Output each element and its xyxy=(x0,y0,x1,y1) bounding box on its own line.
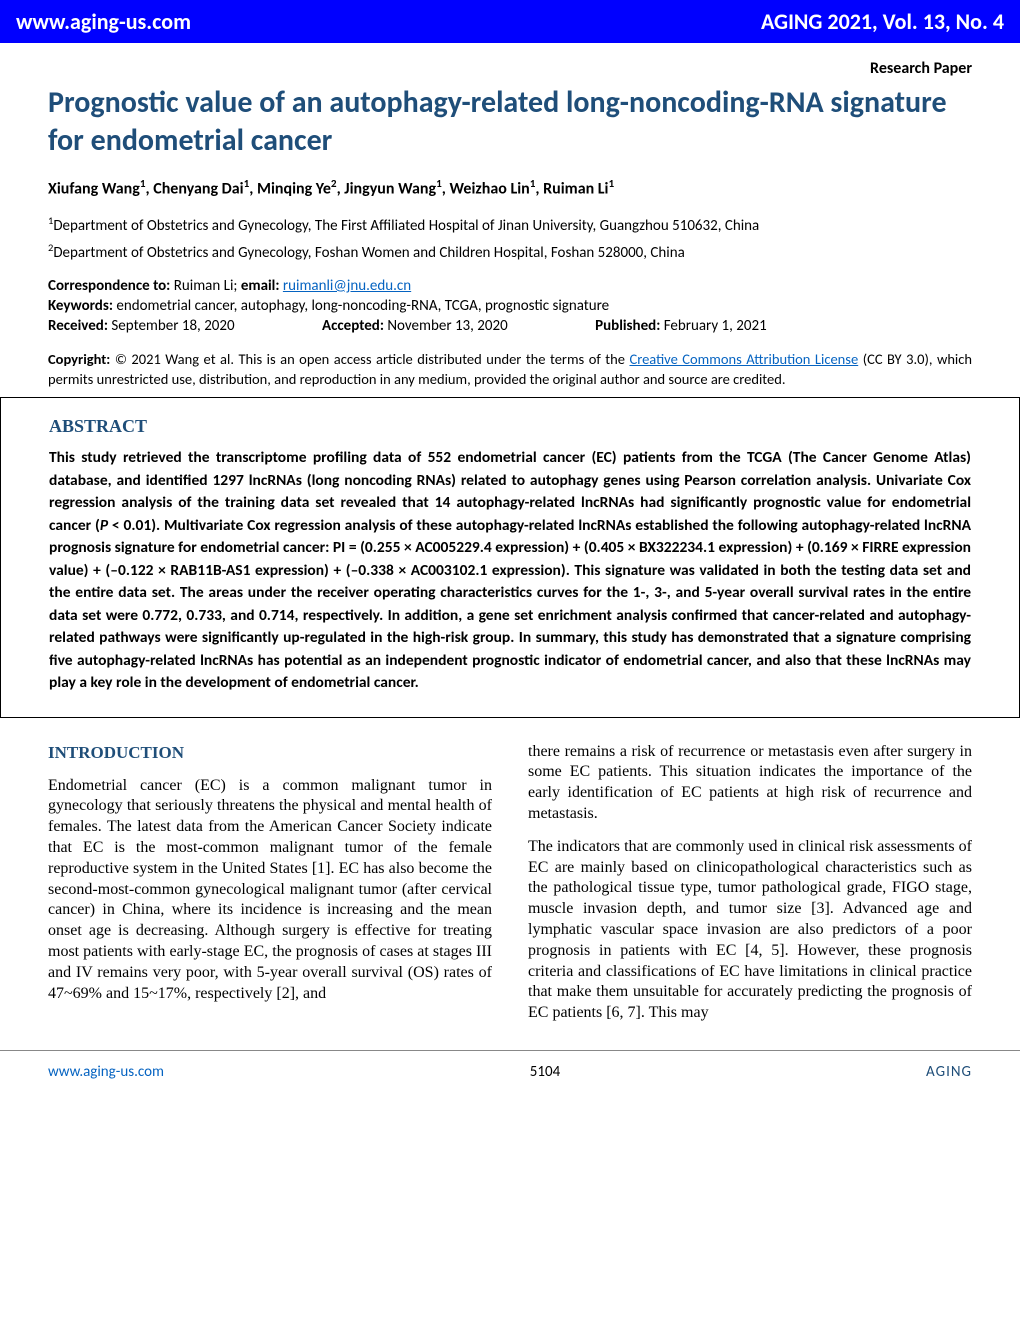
accepted-date: November 13, 2020 xyxy=(387,317,507,335)
abstract-box: ABSTRACT This study retrieved the transc… xyxy=(0,397,1020,717)
header-right: AGING 2021, Vol. 13, No. 4 xyxy=(761,8,1004,35)
keywords-line: Keywords: endometrial cancer, autophagy,… xyxy=(48,297,972,315)
paper-type-label: Research Paper xyxy=(48,59,972,78)
affiliation-2: 2Department of Obstetrics and Gynecology… xyxy=(48,241,972,263)
published-date: February 1, 2021 xyxy=(664,317,767,335)
published-label: Published: xyxy=(595,317,660,335)
received-date: September 18, 2020 xyxy=(111,317,234,335)
dates-line: Received: September 18, 2020 Accepted: N… xyxy=(48,317,972,335)
header-left: www.aging-us.com xyxy=(16,8,191,35)
keywords-label: Keywords: xyxy=(48,297,113,315)
introduction-header: INTRODUCTION xyxy=(48,742,492,764)
abstract-header: ABSTRACT xyxy=(49,416,971,437)
footer-journal: AGING xyxy=(926,1063,972,1081)
correspondence-label: Correspondence to: xyxy=(48,277,170,295)
email-label: email: xyxy=(241,277,280,295)
affiliation-1: 1Department of Obstetrics and Gynecology… xyxy=(48,214,972,236)
intro-para-right-1: there remains a risk of recurrence or me… xyxy=(528,742,972,825)
cc-license-link[interactable]: Creative Commons Attribution License xyxy=(629,350,858,368)
affiliations-block: 1Department of Obstetrics and Gynecology… xyxy=(48,214,972,263)
authors-line: Xiufang Wang1, Chenyang Dai1, Minqing Ye… xyxy=(48,177,972,198)
footer-page-number: 5104 xyxy=(530,1063,560,1081)
footer-url[interactable]: www.aging-us.com xyxy=(48,1063,164,1081)
intro-para-right-2: The indicators that are commonly used in… xyxy=(528,837,972,1024)
correspondence-name: Ruiman Li; xyxy=(174,277,238,295)
right-column: there remains a risk of recurrence or me… xyxy=(528,742,972,1036)
accepted-label: Accepted: xyxy=(322,317,384,335)
abstract-text: This study retrieved the transcriptome p… xyxy=(49,447,971,694)
received-label: Received: xyxy=(48,317,108,335)
intro-para-left: Endometrial cancer (EC) is a common mali… xyxy=(48,776,492,1005)
correspondence-line: Correspondence to: Ruiman Li; email: rui… xyxy=(48,277,972,295)
left-column: INTRODUCTION Endometrial cancer (EC) is … xyxy=(48,742,492,1036)
journal-header-bar: www.aging-us.com AGING 2021, Vol. 13, No… xyxy=(0,0,1020,43)
copyright-label: Copyright: xyxy=(48,350,110,368)
body-two-column: INTRODUCTION Endometrial cancer (EC) is … xyxy=(0,742,1020,1036)
content-area: Research Paper Prognostic value of an au… xyxy=(0,43,1020,397)
correspondence-email[interactable]: ruimanli@jnu.edu.cn xyxy=(283,277,411,295)
keywords-text: endometrial cancer, autophagy, long-nonc… xyxy=(116,297,609,315)
article-title: Prognostic value of an autophagy-related… xyxy=(48,84,972,159)
copyright-before: © 2021 Wang et al. This is an open acces… xyxy=(115,350,625,368)
page-footer: www.aging-us.com 5104 AGING xyxy=(0,1050,1020,1097)
copyright-block: Copyright: © 2021 Wang et al. This is an… xyxy=(48,349,972,390)
